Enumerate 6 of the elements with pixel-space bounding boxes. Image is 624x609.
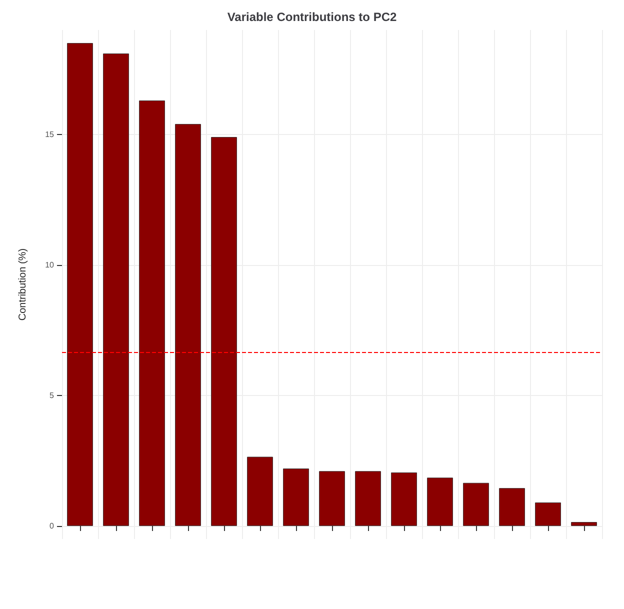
y-tick-label: 15 [45,130,55,139]
chart-title: Variable Contributions to PC2 [227,10,397,24]
y-tick-label: 10 [45,260,55,270]
y-tick-label: 0 [50,521,55,530]
y-tick-label: 5 [50,390,55,400]
y-axis-title: Contribution (%) [18,248,28,321]
